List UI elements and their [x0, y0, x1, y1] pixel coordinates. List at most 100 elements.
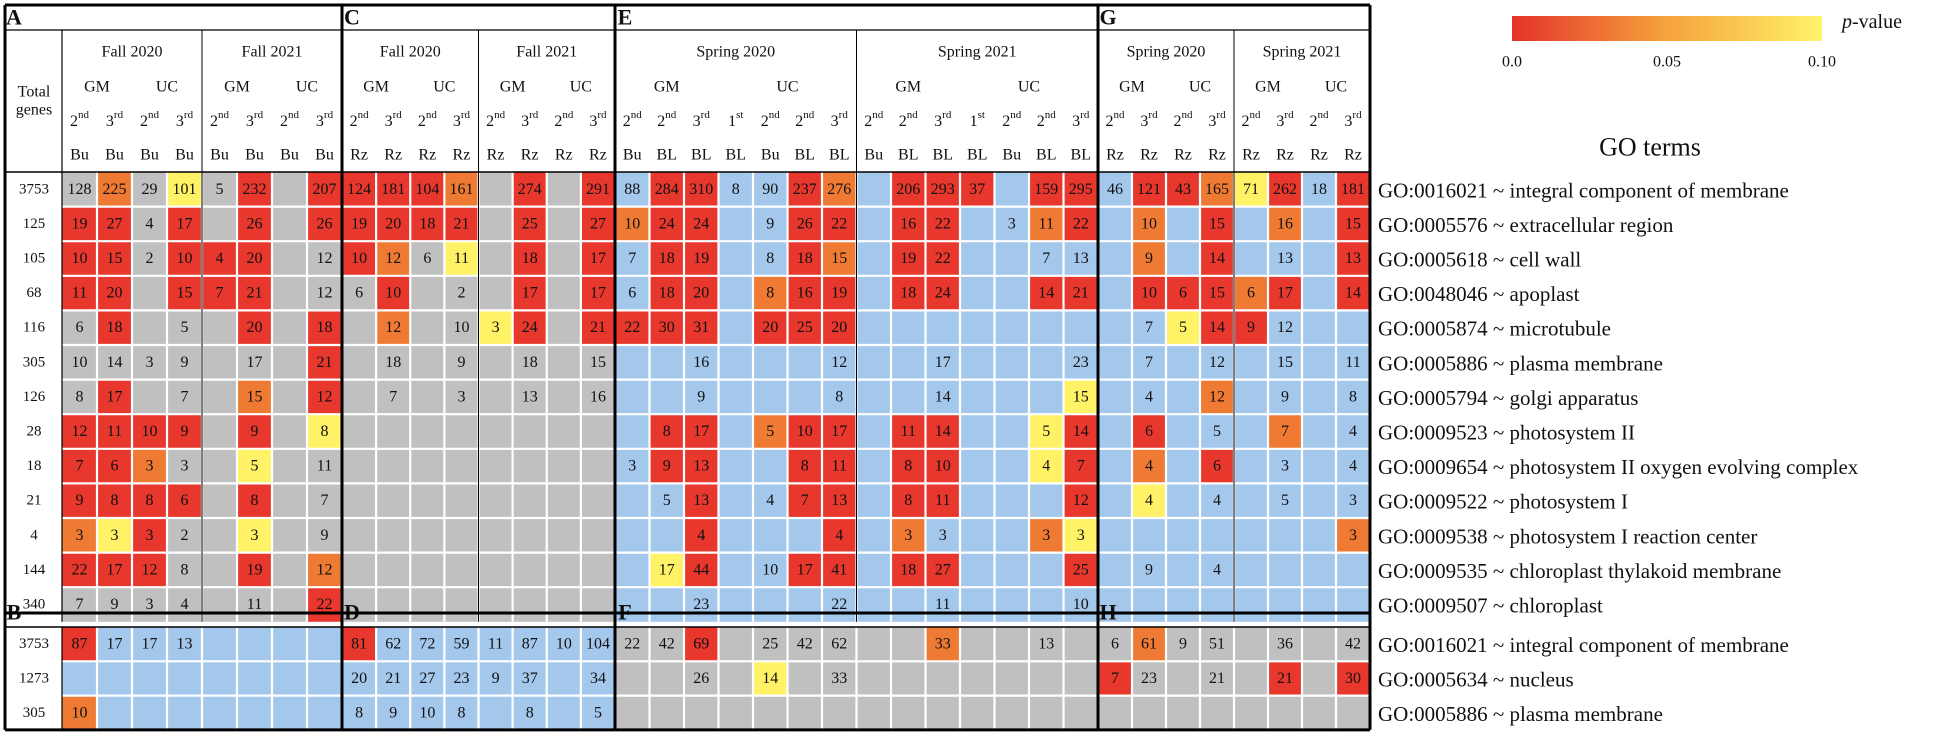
heatmap-cell: [753, 518, 788, 553]
cell-value: 17: [797, 561, 813, 578]
heatmap-cell: [1302, 587, 1336, 622]
heatmap-cell: [753, 587, 788, 622]
cell-value: 59: [453, 636, 469, 653]
heatmap-cell: [342, 414, 377, 449]
heatmap-cell: [167, 379, 202, 415]
heatmap-cell: [684, 695, 719, 730]
tissue-label: Bu: [1002, 147, 1021, 164]
cell-value: 284: [655, 181, 679, 198]
heatmap-cell: [1336, 345, 1370, 380]
cell-value: 7: [801, 492, 809, 509]
heatmap-cell: [97, 448, 132, 484]
cell-value: 19: [351, 215, 367, 232]
heatmap-cell: [97, 483, 132, 518]
cell-value: 9: [181, 423, 189, 440]
cell-value: 8: [766, 285, 774, 302]
panel-label: G: [1099, 5, 1116, 30]
cell-value: 7: [76, 596, 84, 613]
stage-label: 2nd: [486, 109, 506, 130]
cell-value: 16: [693, 354, 709, 371]
cell-value: 101: [173, 181, 197, 198]
heatmap-cell: [580, 414, 615, 449]
heatmap-cell: [753, 241, 788, 276]
heatmap-cell: [376, 552, 411, 588]
cell-value: 12: [72, 423, 88, 440]
heatmap-cell: [132, 627, 167, 662]
treatment-label: GM: [224, 79, 250, 96]
total-genes-label-line2: genes: [16, 102, 52, 119]
heatmap-cell: [684, 345, 719, 380]
cell-value: 11: [935, 492, 950, 509]
treatment-label: GM: [500, 79, 526, 96]
heatmap-cell: [753, 627, 788, 662]
cell-value: 11: [1345, 354, 1360, 371]
heatmap-cell: [994, 518, 1029, 553]
heatmap-cell: [649, 448, 684, 484]
heatmap-cell: [167, 518, 202, 553]
cell-value: 4: [1145, 492, 1153, 509]
cell-value: 11: [317, 458, 332, 475]
tissue-label: Rz: [1106, 147, 1124, 164]
heatmap-cell: [822, 587, 857, 622]
heatmap-cell: [202, 172, 237, 207]
heatmap-cell: [478, 172, 513, 207]
total-genes-value: 1273: [19, 670, 49, 686]
cell-value: 15: [1073, 388, 1089, 405]
cell-value: 12: [831, 354, 847, 371]
heatmap-cell: [1132, 518, 1166, 553]
heatmap-cell: [167, 345, 202, 380]
heatmap-cell: [1166, 483, 1200, 518]
heatmap-cell: [62, 552, 97, 588]
stage-label: 3rd: [1140, 109, 1158, 130]
heatmap-cell: [62, 448, 97, 484]
cell-value: 181: [381, 181, 405, 198]
heatmap-cell: [97, 379, 132, 415]
heatmap-cell: [410, 627, 445, 662]
heatmap-cell: [1302, 552, 1336, 588]
heatmap-cell: [272, 695, 307, 730]
heatmap-cell: [237, 695, 272, 730]
heatmap-cell: [684, 661, 719, 696]
heatmap-cell: [1166, 172, 1200, 207]
cell-value: 12: [317, 285, 333, 302]
heatmap-cell: [822, 483, 857, 518]
heatmap-cell: [1166, 587, 1200, 622]
cell-value: 17: [247, 354, 263, 371]
heatmap-cell: [1098, 661, 1132, 696]
heatmap-cell: [202, 414, 237, 449]
season-label: Spring 2020: [1127, 44, 1206, 61]
cell-value: 9: [766, 215, 774, 232]
heatmap-cell: [960, 552, 995, 588]
heatmap-cell: [1063, 448, 1098, 484]
heatmap-cell: [891, 448, 926, 484]
heatmap-cell: [787, 310, 822, 345]
heatmap-cell: [822, 661, 857, 696]
heatmap-cell: [1132, 695, 1166, 730]
cell-value: 30: [659, 319, 675, 336]
cell-value: 8: [251, 492, 259, 509]
heatmap-cell: [307, 448, 342, 484]
heatmap-cell: [615, 379, 650, 415]
heatmap-cell: [237, 345, 272, 380]
cell-value: 10: [177, 250, 193, 267]
heatmap-cell: [856, 627, 891, 662]
tissue-label: Bu: [70, 147, 89, 164]
cell-value: 6: [423, 250, 431, 267]
heatmap-cell: [615, 661, 650, 696]
cell-value: 23: [453, 670, 469, 687]
heatmap-cell: [822, 345, 857, 380]
heatmap-cell: [787, 172, 822, 207]
heatmap-cell: [410, 587, 445, 622]
heatmap-cell: [512, 414, 547, 449]
heatmap-cell: [1029, 627, 1064, 662]
heatmap-cell: [97, 172, 132, 207]
heatmap-cell: [1063, 552, 1098, 588]
heatmap-cell: [856, 414, 891, 449]
stage-label: 3rd: [453, 109, 471, 130]
cell-value: 24: [522, 319, 538, 336]
cell-value: 72: [419, 636, 435, 653]
heatmap-cell: [1063, 518, 1098, 553]
heatmap-cell: [546, 661, 581, 696]
heatmap-cell: [580, 241, 615, 276]
heatmap-cell: [410, 414, 445, 449]
